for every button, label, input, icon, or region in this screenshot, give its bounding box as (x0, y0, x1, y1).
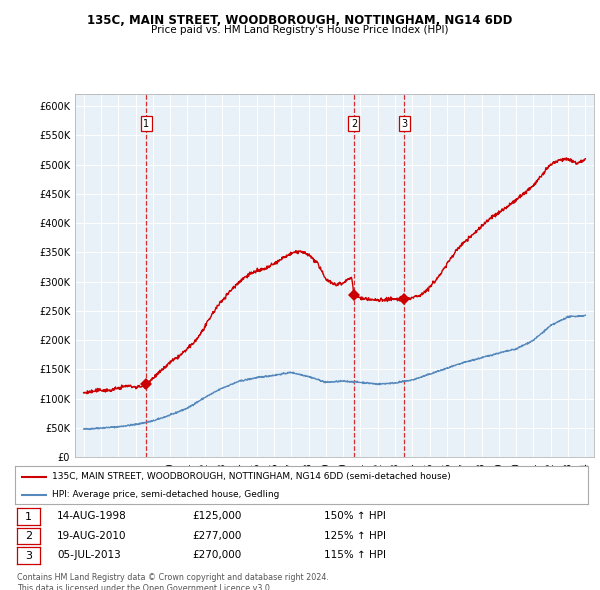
Text: 14-AUG-1998: 14-AUG-1998 (57, 511, 127, 521)
Text: 125% ↑ HPI: 125% ↑ HPI (324, 530, 386, 540)
Text: 05-JUL-2013: 05-JUL-2013 (57, 550, 121, 560)
Text: 1: 1 (143, 119, 149, 129)
Text: Contains HM Land Registry data © Crown copyright and database right 2024.
This d: Contains HM Land Registry data © Crown c… (17, 573, 329, 590)
Text: 2: 2 (351, 119, 357, 129)
Text: 1: 1 (25, 512, 32, 522)
Text: £125,000: £125,000 (192, 511, 241, 521)
Text: 115% ↑ HPI: 115% ↑ HPI (324, 550, 386, 560)
Text: 135C, MAIN STREET, WOODBOROUGH, NOTTINGHAM, NG14 6DD (semi-detached house): 135C, MAIN STREET, WOODBOROUGH, NOTTINGH… (52, 473, 451, 481)
Text: 3: 3 (25, 550, 32, 560)
Text: £270,000: £270,000 (192, 550, 241, 560)
Text: 150% ↑ HPI: 150% ↑ HPI (324, 511, 386, 521)
Text: 135C, MAIN STREET, WOODBOROUGH, NOTTINGHAM, NG14 6DD: 135C, MAIN STREET, WOODBOROUGH, NOTTINGH… (88, 14, 512, 27)
Text: £277,000: £277,000 (192, 530, 241, 540)
Text: Price paid vs. HM Land Registry's House Price Index (HPI): Price paid vs. HM Land Registry's House … (151, 25, 449, 35)
Text: 19-AUG-2010: 19-AUG-2010 (57, 530, 127, 540)
Text: HPI: Average price, semi-detached house, Gedling: HPI: Average price, semi-detached house,… (52, 490, 280, 499)
Text: 3: 3 (401, 119, 407, 129)
Text: 2: 2 (25, 531, 32, 541)
